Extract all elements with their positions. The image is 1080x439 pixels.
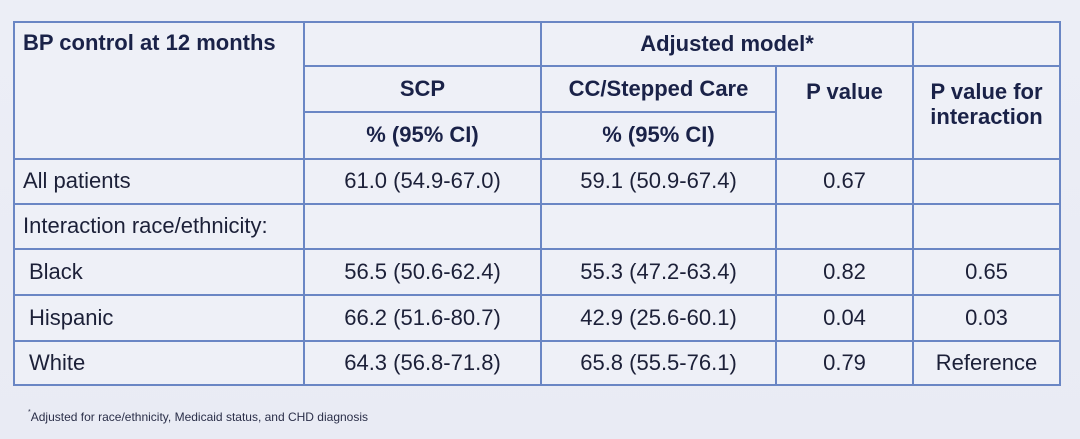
cc-value <box>540 203 777 250</box>
row-label: Hispanic <box>13 294 305 342</box>
cc-value: 65.8 (55.5-76.1) <box>540 340 777 386</box>
row-label: Black <box>13 248 305 296</box>
table-row: Black 56.5 (50.6-62.4) 55.3 (47.2-63.4) … <box>13 248 1062 296</box>
p-value: 0.82 <box>774 248 915 296</box>
table-row: All patients 61.0 (54.9-67.0) 59.1 (50.9… <box>13 158 1062 205</box>
scp-value: 64.3 (56.8-71.8) <box>303 340 542 386</box>
header-row-1: BP control at 12 months Adjusted model* <box>13 21 1062 160</box>
p-interaction-value: 0.65 <box>912 248 1062 296</box>
p-interaction-value <box>912 158 1062 205</box>
scp-value <box>303 203 542 250</box>
p-interaction-value: Reference <box>912 340 1062 386</box>
footnote: *Adjusted for race/ethnicity, Medicaid s… <box>28 409 369 424</box>
p-value: 0.79 <box>774 340 915 386</box>
scp-unit-header: % (95% CI) <box>303 111 542 160</box>
cc-value: 55.3 (47.2-63.4) <box>540 248 777 296</box>
table-row: Interaction race/ethnicity: <box>13 203 1062 250</box>
row-label-header: BP control at 12 months <box>13 21 305 160</box>
p-value: 0.67 <box>774 158 915 205</box>
table-row: White 64.3 (56.8-71.8) 65.8 (55.5-76.1) … <box>13 340 1062 386</box>
p-value: 0.04 <box>774 294 915 342</box>
row-label: White <box>13 340 305 386</box>
header-row-2: SCP CC/Stepped Care P value P value for … <box>14 65 1062 160</box>
cc-value: 59.1 (50.9-67.4) <box>540 158 777 205</box>
row-label: Interaction race/ethnicity: <box>13 203 305 250</box>
p-interaction-value <box>912 203 1062 250</box>
adjusted-model-header: Adjusted model* <box>539 21 915 67</box>
header-empty-cell <box>912 21 1062 67</box>
cc-value: 42.9 (25.6-60.1) <box>540 294 777 342</box>
header-row-3: % (95% CI) % (95% CI) <box>14 111 1060 160</box>
header-empty-cell <box>303 21 542 67</box>
scp-column-header: SCP <box>303 65 542 113</box>
p-interaction-value: 0.03 <box>912 294 1062 342</box>
table-row: Hispanic 66.2 (51.6-80.7) 42.9 (25.6-60.… <box>13 294 1062 342</box>
cc-column-header: CC/Stepped Care <box>540 65 777 113</box>
cc-unit-header: % (95% CI) <box>540 111 777 160</box>
results-table: BP control at 12 months Adjusted model* … <box>13 21 1062 386</box>
row-label: All patients <box>13 158 305 205</box>
scp-value: 66.2 (51.6-80.7) <box>303 294 542 342</box>
p-value <box>774 203 915 250</box>
scp-value: 61.0 (54.9-67.0) <box>303 158 542 205</box>
p-value-column-header: P value <box>774 65 915 160</box>
scp-value: 56.5 (50.6-62.4) <box>303 248 542 296</box>
footnote-marker: * <box>28 409 31 416</box>
footnote-text: Adjusted for race/ethnicity, Medicaid st… <box>30 410 369 424</box>
p-interaction-column-header: P value for interaction <box>912 65 1062 160</box>
